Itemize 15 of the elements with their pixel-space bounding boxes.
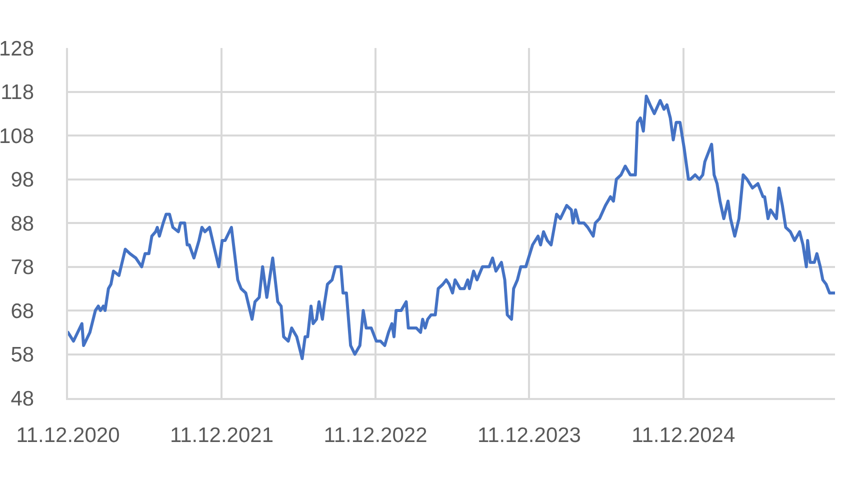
y-tick-label: 58	[10, 344, 34, 367]
y-tick-label: 118	[0, 81, 34, 104]
y-tick-label: 88	[10, 212, 34, 236]
y-tick-label: 78	[10, 256, 34, 280]
y-tick-label: 108	[0, 124, 34, 148]
y-tick-label: 98	[10, 168, 34, 192]
y-tick-label: 48	[10, 387, 34, 410]
y-tick-label: 128	[0, 37, 34, 60]
x-tick-label: 11.12.2020	[16, 424, 120, 447]
y-tick-label: 68	[10, 300, 34, 323]
x-tick-label: 11.12.2021	[170, 424, 274, 447]
line-series	[68, 94, 835, 360]
x-tick-label: 11.12.2022	[324, 424, 428, 447]
x-tick-label: 11.12.2023	[477, 424, 581, 447]
x-tick-label: 11.12.2024	[632, 424, 736, 447]
